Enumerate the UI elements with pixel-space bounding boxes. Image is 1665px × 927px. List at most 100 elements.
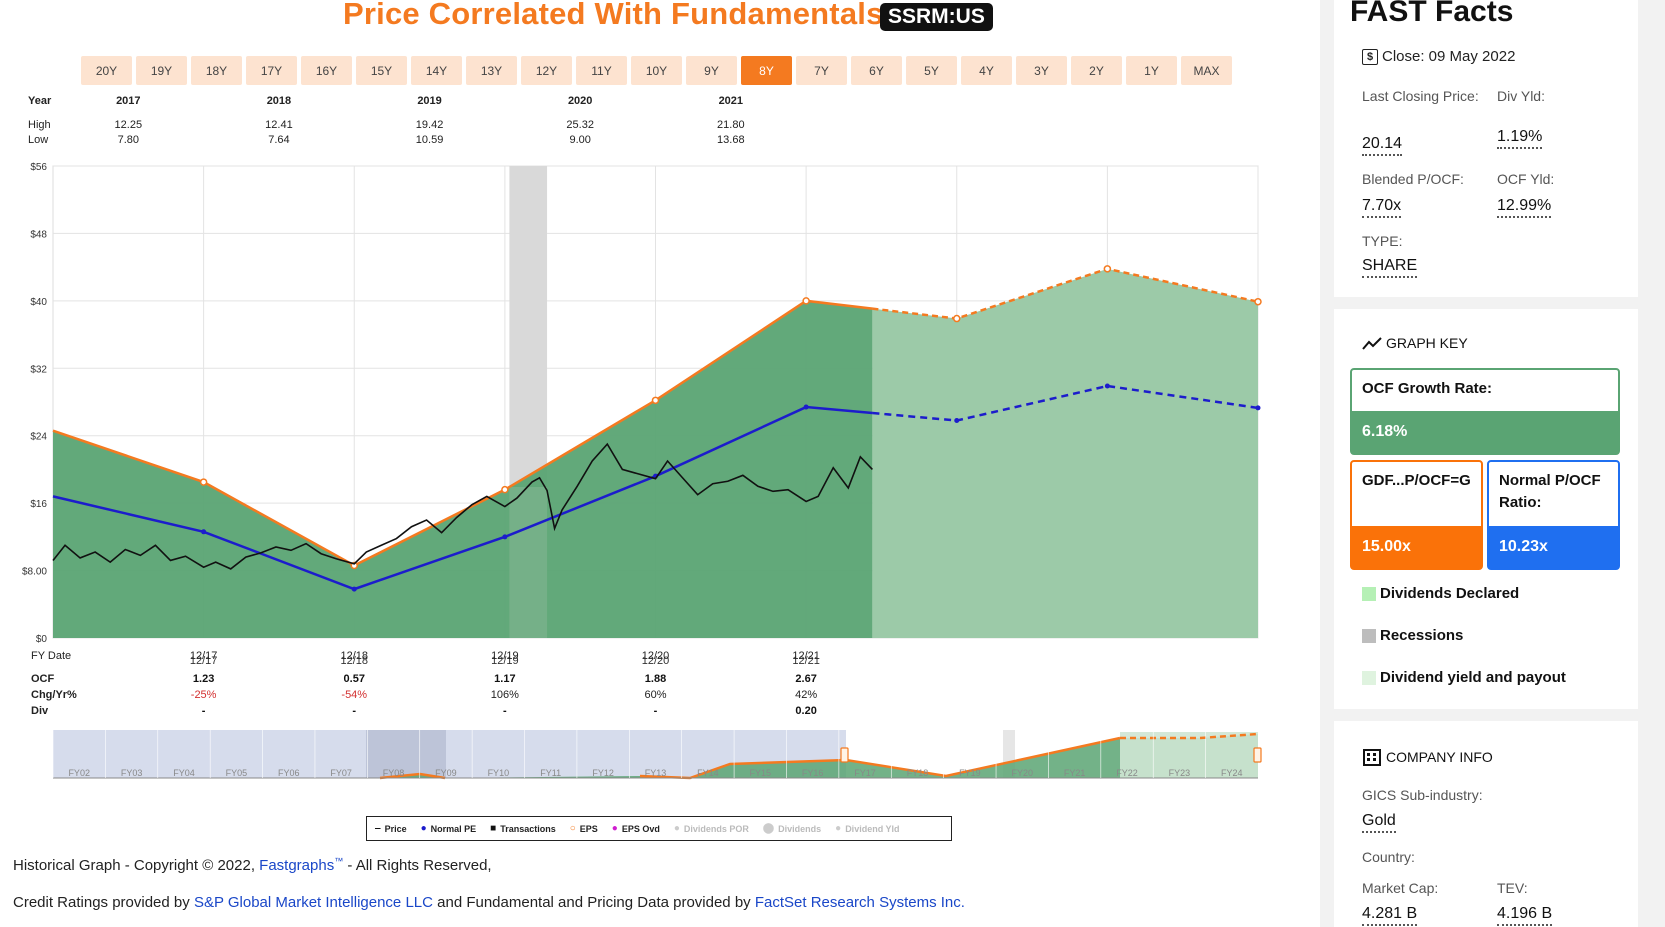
navigator-year-label: FY04 <box>173 768 195 778</box>
legend-symbol-icon: ● <box>420 823 427 834</box>
fy-date-cell: 12/21 <box>792 650 820 662</box>
x-tick-label: 12/20 <box>642 655 670 667</box>
growth-rate-box: OCF Growth Rate: 6.18% <box>1350 368 1620 455</box>
chg-label: Chg/Yr% <box>31 689 77 701</box>
range-button-7y[interactable]: 7Y <box>796 56 847 85</box>
yield-swatch <box>1362 670 1376 685</box>
low-label: Low <box>28 134 49 146</box>
navigator-year-label: FY06 <box>278 768 300 778</box>
div-yld-value[interactable]: 1.19% <box>1497 127 1543 149</box>
legend-item[interactable]: ● Dividend Yld <box>835 823 899 834</box>
range-button-2y[interactable]: 2Y <box>1071 56 1122 85</box>
range-button-4y[interactable]: 4Y <box>961 56 1012 85</box>
fy-chg-cell: -54% <box>341 689 368 701</box>
normal-ratio-label: Normal P/OCF Ratio: <box>1499 472 1601 511</box>
fast-facts-title: FAST Facts <box>1350 0 1514 28</box>
factset-link[interactable]: FactSet Research Systems Inc. <box>754 894 965 911</box>
last-closing-value[interactable]: 20.14 <box>1362 134 1403 156</box>
range-button-14y[interactable]: 14Y <box>411 56 462 85</box>
trend-icon <box>1362 337 1382 350</box>
page-title: Price Correlated With Fundamentals <box>343 0 884 31</box>
fastgraphs-link[interactable]: Fastgraphs <box>259 857 335 874</box>
legend-symbol-icon: ● <box>835 823 842 834</box>
legend-symbol-icon: ■ <box>490 823 497 834</box>
sp-global-link[interactable]: S&P Global Market Intelligence LLC <box>193 894 433 911</box>
range-button-11y[interactable]: 11Y <box>576 56 627 85</box>
blended-value[interactable]: 7.70x <box>1362 196 1402 218</box>
fy-date-cell: 12/19 <box>491 650 519 662</box>
copyright-suffix: - All Rights Reserved, <box>343 857 492 874</box>
navigator-recession-2008 <box>366 730 446 778</box>
normal-pe-point <box>803 404 809 410</box>
navigator-year-label: FY20 <box>1011 768 1033 778</box>
copyright-line: Historical Graph - Copyright © 2022, Fas… <box>13 856 492 874</box>
mcap-value[interactable]: 4.281 B <box>1362 904 1418 926</box>
legend-item[interactable]: ● Normal PE <box>421 823 477 834</box>
fy-div-cell: - <box>201 705 206 717</box>
range-button-9y[interactable]: 9Y <box>686 56 737 85</box>
y-tick-label: $8.00 <box>22 567 47 578</box>
price-chart: $0 $8.00 $16 $24 $32 $40 $48 $56 12/17 12/18 12/19… <box>22 162 1262 667</box>
chart-panel: Price Correlated With Fundamentals SSRM:… <box>0 0 1320 927</box>
fy-ocf-cell: 1.88 <box>644 673 667 685</box>
legend-label: Transactions <box>500 823 556 834</box>
legend-item[interactable]: ■ Transactions <box>490 823 556 834</box>
range-button-5y[interactable]: 5Y <box>906 56 957 85</box>
graph-key-label: GRAPH KEY <box>1386 335 1468 351</box>
fy-date-label: FY Date <box>31 650 72 662</box>
legend-symbol-icon: ⬤ <box>762 823 775 834</box>
navigator-year-label: FY18 <box>907 768 929 778</box>
ocf-yld-value[interactable]: 12.99% <box>1497 196 1552 218</box>
range-button-15y[interactable]: 15Y <box>356 56 407 85</box>
y-tick-label: $0 <box>36 634 48 645</box>
range-button-17y[interactable]: 17Y <box>246 56 297 85</box>
fy-chg-cell: 60% <box>644 689 667 701</box>
legend-item[interactable]: ○ EPS <box>570 823 598 834</box>
copyright-text: Historical Graph - Copyright © 2022, <box>13 857 260 874</box>
tev-value[interactable]: 4.196 B <box>1497 904 1553 926</box>
fast-facts-card <box>1334 0 1638 297</box>
range-button-16y[interactable]: 16Y <box>301 56 352 85</box>
range-button-10y[interactable]: 10Y <box>631 56 682 85</box>
legend-symbol-icon: ● <box>673 823 680 834</box>
eps-point <box>501 485 509 494</box>
growth-rate-label: OCF Growth Rate: <box>1362 380 1492 397</box>
legend-item[interactable]: ● EPS Ovd <box>612 823 660 834</box>
legend-item[interactable]: ‒ Price <box>375 823 407 834</box>
range-button-6y[interactable]: 6Y <box>851 56 902 85</box>
range-button-20y[interactable]: 20Y <box>81 56 132 85</box>
range-button-8y[interactable]: 8Y <box>741 56 792 85</box>
eps-point <box>651 396 660 405</box>
navigator-right-handle[interactable] <box>1253 747 1262 763</box>
range-button-3y[interactable]: 3Y <box>1016 56 1067 85</box>
fy-div-cell: - <box>503 705 507 717</box>
range-button-12y[interactable]: 12Y <box>521 56 572 85</box>
range-button-13y[interactable]: 13Y <box>466 56 517 85</box>
range-navigator[interactable]: FY02 FY03 FY04 FY05 FY06 FY07 FY08 FY09 FY10 FY11… <box>0 730 1320 805</box>
x-tick-label: 12/19 <box>491 655 519 667</box>
y-tick-label: $40 <box>30 297 47 308</box>
navigator-year-label: FY11 <box>540 768 561 778</box>
range-button-1y[interactable]: 1Y <box>1126 56 1177 85</box>
type-label: TYPE: <box>1362 233 1403 249</box>
navigator-left-handle[interactable] <box>840 747 849 763</box>
navigator-year-label: FY07 <box>330 768 352 778</box>
navigator-estimate-area <box>1120 732 1258 778</box>
range-button-18y[interactable]: 18Y <box>191 56 242 85</box>
year-year-cell: 2019 <box>417 95 442 107</box>
type-value[interactable]: SHARE <box>1362 256 1418 278</box>
gdf-value: 15.00x <box>1352 526 1481 568</box>
y-tick-label: $32 <box>30 364 47 375</box>
div-label: Div <box>31 705 49 717</box>
ticker-badge: SSRM:US <box>880 3 993 31</box>
legend-label: EPS <box>579 823 598 834</box>
gics-value[interactable]: Gold <box>1362 811 1396 833</box>
fy-div-cell: - <box>352 705 357 717</box>
eps-point <box>1254 297 1262 306</box>
range-button-max[interactable]: MAX <box>1181 56 1232 85</box>
normal-pe-point <box>1104 383 1110 389</box>
legend-item[interactable]: ● Dividends POR <box>674 823 749 834</box>
gdf-box: GDF...P/OCF=G 15.00x <box>1350 460 1483 570</box>
legend-item[interactable]: ⬤ Dividends <box>763 823 821 834</box>
range-button-19y[interactable]: 19Y <box>136 56 187 85</box>
